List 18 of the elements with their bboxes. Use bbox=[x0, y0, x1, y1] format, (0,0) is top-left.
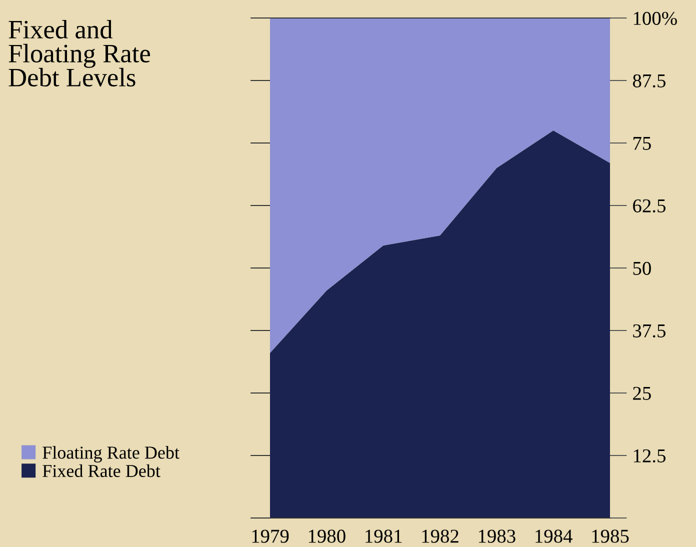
x-tick-label: 1981 bbox=[366, 530, 402, 543]
x-tick-label: 1983 bbox=[478, 530, 516, 543]
x-tick-label: 1982 bbox=[422, 530, 458, 543]
y-tick-label: 100% bbox=[634, 12, 677, 25]
y-tick-label: 62.5 bbox=[633, 199, 666, 213]
text: Fixed and Floating Rate Debt Levels bbox=[8, 20, 150, 87]
x-tick-label: 1979 bbox=[252, 530, 289, 543]
legend-label: Floating Rate Debt bbox=[42, 446, 180, 462]
y-tick-label: 37.5 bbox=[633, 324, 666, 338]
y-tick-label: 12.5 bbox=[634, 449, 666, 463]
y-tick-label: 87.5 bbox=[632, 74, 666, 88]
x-tick-label: 1985 bbox=[592, 530, 629, 543]
y-tick-label: 75 bbox=[634, 137, 651, 150]
legend-label: Fixed Rate Debt bbox=[42, 464, 160, 478]
y-tick-label: 50 bbox=[633, 262, 651, 275]
x-tick-label: 1984 bbox=[536, 530, 572, 543]
x-tick-label: 1980 bbox=[308, 530, 346, 543]
y-tick-label: 25 bbox=[633, 386, 651, 400]
